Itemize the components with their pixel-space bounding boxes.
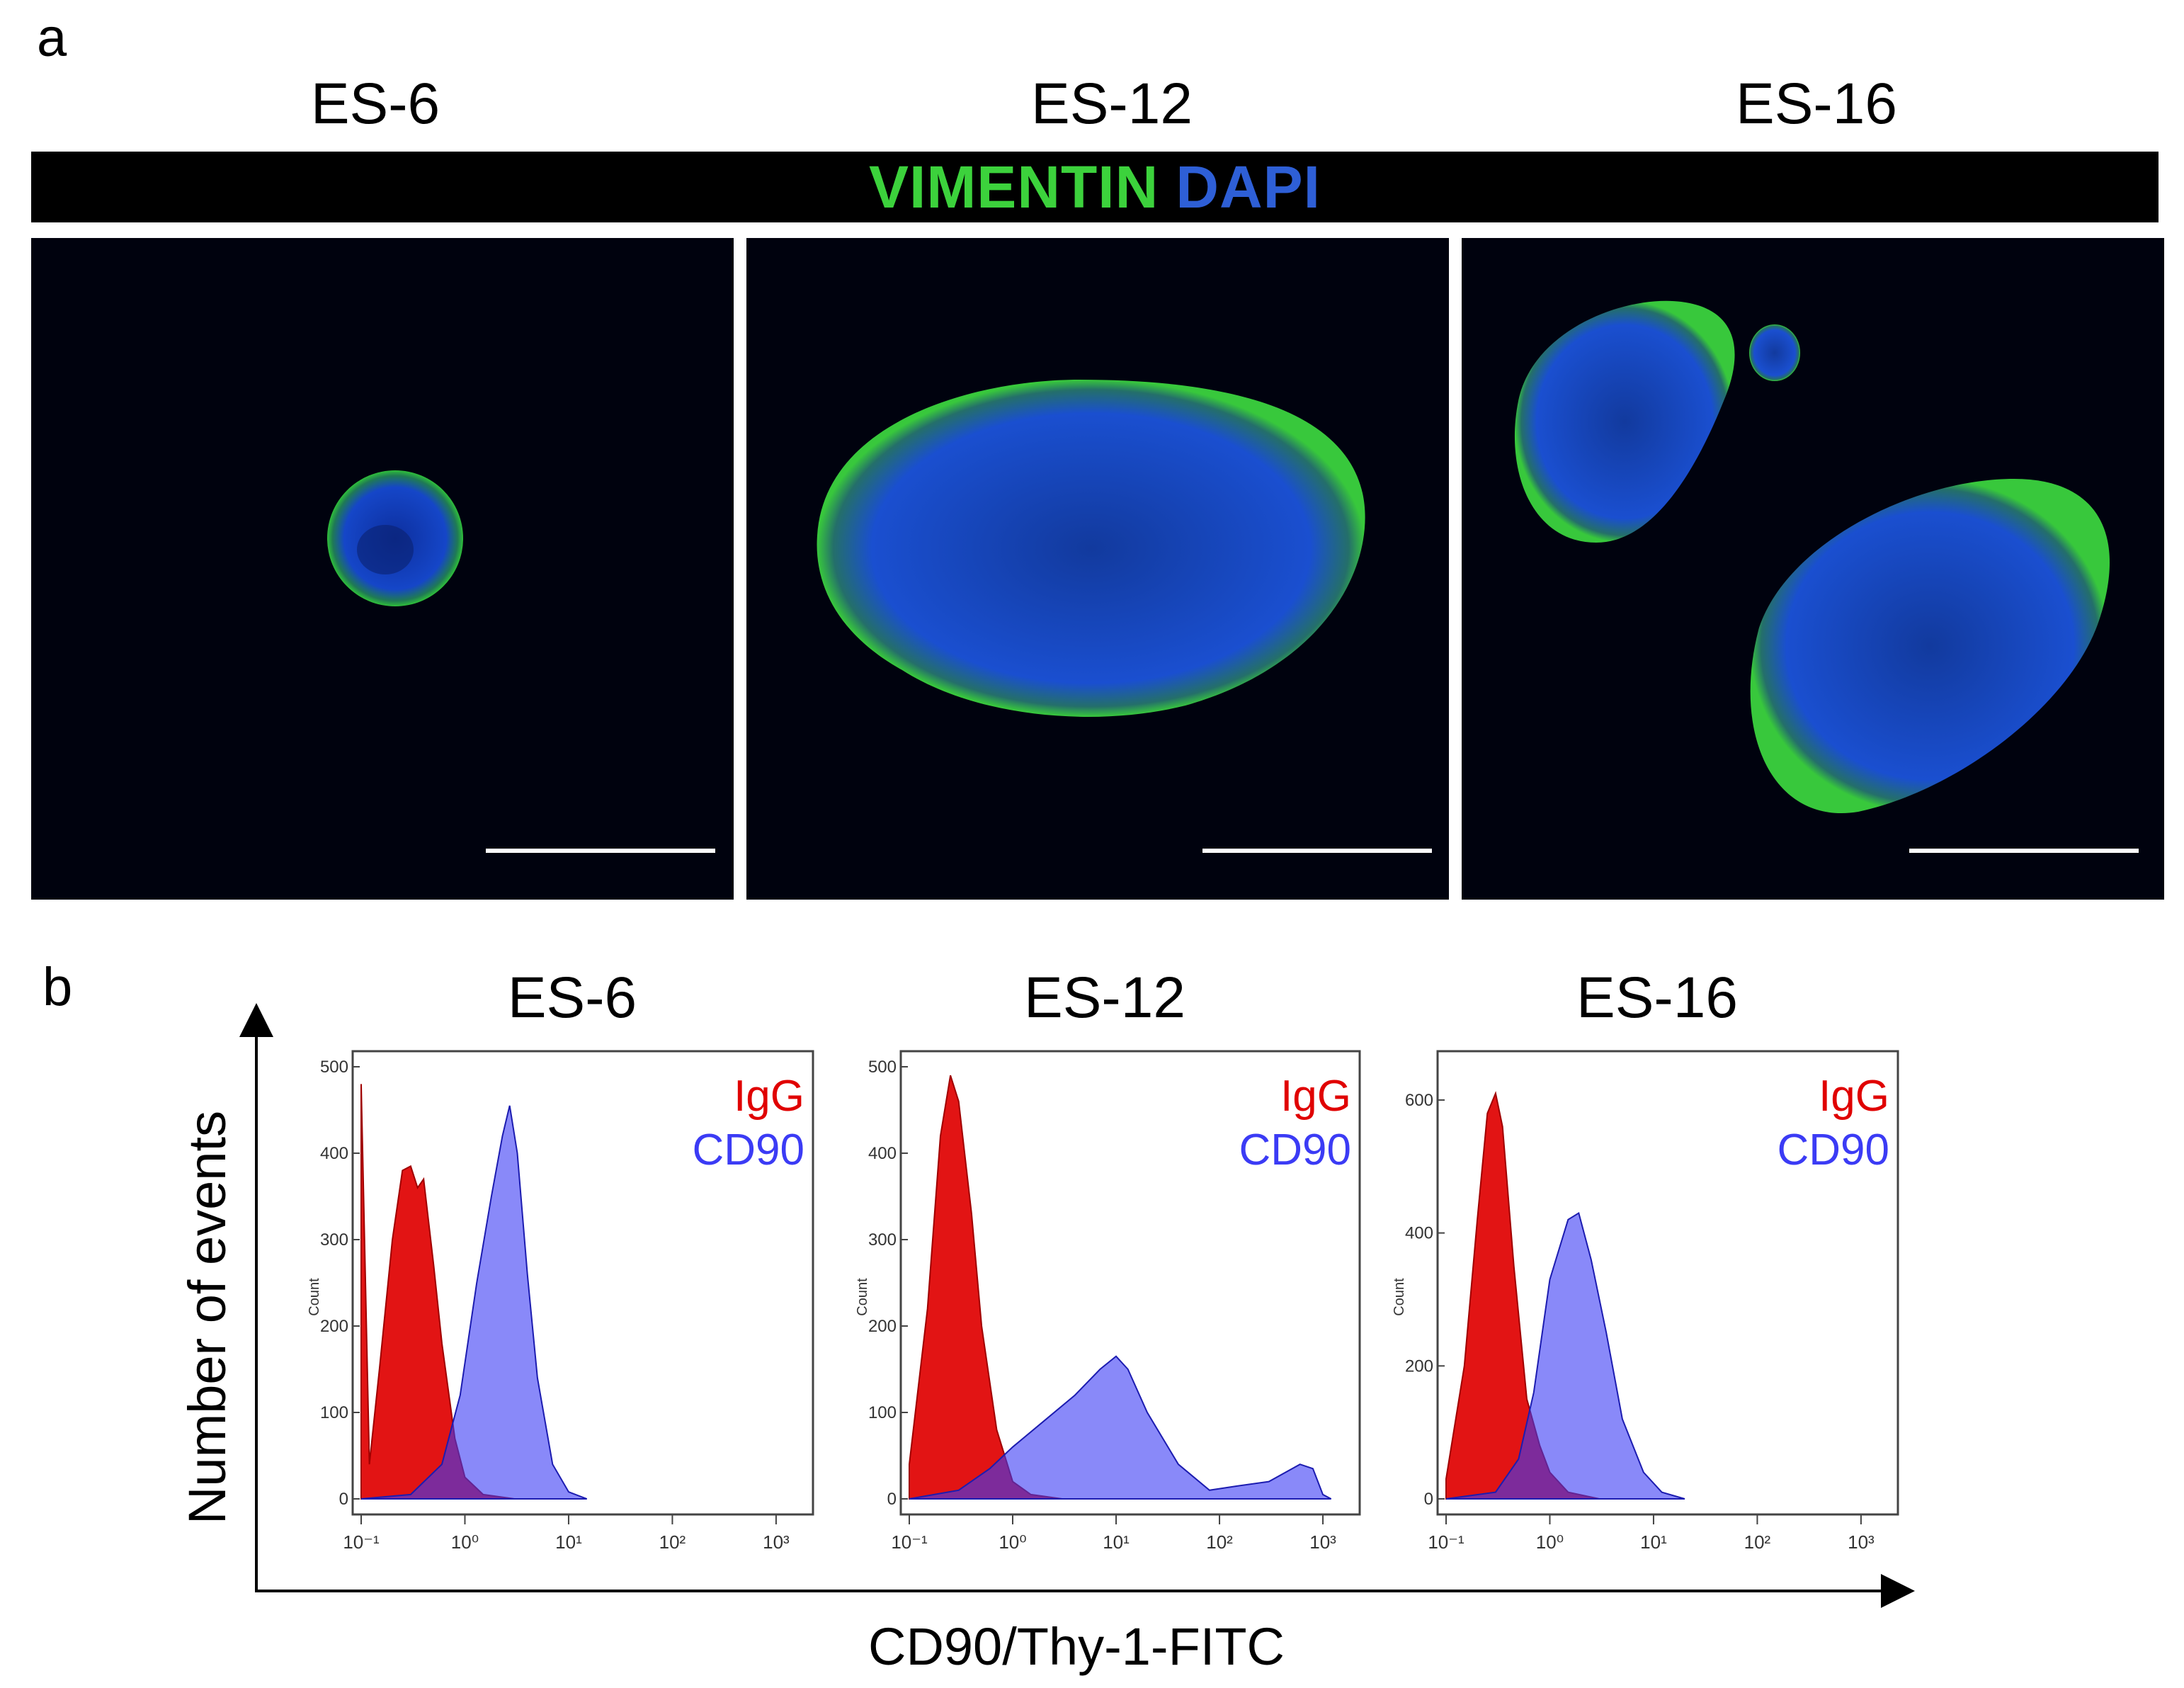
x-tick-label: 10³ — [1309, 1531, 1336, 1553]
panel-a-title-es12: ES-12 — [1031, 72, 1193, 136]
histogram-es-6: 0 100 200 300 400 500 Count 10⁻¹ 10⁰ 10¹ 10² 10³ IgG… — [307, 1050, 814, 1553]
legend-igg: IgG — [734, 1072, 804, 1121]
legend-cd90: CD90 — [1239, 1126, 1351, 1174]
y-tick-label: 100 — [320, 1403, 348, 1422]
histogram-es-16: 0 200 400 600 Count 10⁻¹ 10⁰ 10¹ 10² 10³ IgG CD90 — [1392, 1050, 1899, 1553]
x-tick-label: 10⁰ — [1536, 1531, 1564, 1553]
x-tick-label: 10⁰ — [999, 1531, 1026, 1553]
legend-cd90: CD90 — [1777, 1126, 1889, 1174]
y-tick-label: 400 — [868, 1144, 897, 1163]
panel-a-title-es16: ES-16 — [1736, 72, 1897, 136]
scale-bar — [1202, 849, 1432, 853]
y-tick-label: 0 — [339, 1490, 348, 1509]
x-tick-label: 10¹ — [1103, 1531, 1130, 1553]
count-label: Count — [855, 1278, 870, 1316]
x-axis-title: CD90/Thy-1-FITC — [868, 1617, 1285, 1676]
series-cd90 — [909, 1355, 1332, 1500]
count-label: Count — [1392, 1278, 1407, 1316]
panel-b-title-es12: ES-12 — [1024, 965, 1185, 1030]
series-cd90 — [1445, 1211, 1685, 1500]
legend-igg: IgG — [1819, 1072, 1889, 1121]
y-tick-label: 500 — [320, 1058, 348, 1077]
panel-b-title-es6: ES-6 — [507, 965, 637, 1030]
y-axis-title: Number of events — [178, 1111, 237, 1524]
x-tick-label: 10⁰ — [451, 1531, 479, 1553]
y-tick-label: 600 — [1405, 1091, 1433, 1110]
x-tick-label: 10¹ — [1640, 1531, 1667, 1553]
y-tick-label: 200 — [1405, 1356, 1433, 1376]
count-label: Count — [307, 1278, 322, 1316]
micrograph-es12 — [746, 238, 1449, 900]
panel-a-label: a — [37, 8, 67, 68]
y-tick-label: 400 — [1405, 1224, 1433, 1243]
y-tick-label: 500 — [868, 1058, 897, 1077]
dapi-label: DAPI — [1176, 153, 1321, 220]
y-tick-label: 200 — [868, 1317, 897, 1336]
micrograph-es6 — [31, 238, 734, 900]
y-tick-label: 200 — [320, 1317, 348, 1336]
y-tick-label: 0 — [887, 1490, 897, 1509]
scale-bar — [1909, 849, 2139, 853]
y-tick-label: 400 — [320, 1144, 348, 1163]
x-tick-label: 10⁻¹ — [1428, 1531, 1464, 1553]
vimentin-label: VIMENTIN — [868, 153, 1159, 220]
x-tick-label: 10⁻¹ — [891, 1531, 928, 1553]
x-tick-label: 10² — [1206, 1531, 1233, 1553]
histogram-es-12: 0 100 200 300 400 500 Count 10⁻¹ 10⁰ 10¹ 10² 10³ IgG… — [855, 1050, 1361, 1553]
scale-bar — [486, 849, 715, 853]
panel-a-title-es6: ES-6 — [310, 72, 440, 136]
x-tick-label: 10² — [1744, 1531, 1771, 1553]
stain-banner: VIMENTIN DAPI — [31, 152, 2159, 222]
y-tick-label: 300 — [320, 1230, 348, 1250]
panel-b-title-es16: ES-16 — [1576, 965, 1738, 1030]
legend-igg: IgG — [1280, 1072, 1351, 1121]
legend-cd90: CD90 — [692, 1126, 804, 1174]
y-tick-label: 100 — [868, 1403, 897, 1422]
y-tick-label: 0 — [1424, 1490, 1433, 1509]
x-tick-label: 10¹ — [555, 1531, 582, 1553]
x-tick-label: 10³ — [763, 1531, 790, 1553]
x-tick-label: 10³ — [1848, 1531, 1875, 1553]
x-tick-label: 10² — [659, 1531, 686, 1553]
y-tick-label: 300 — [868, 1230, 897, 1250]
micrograph-es16 — [1462, 238, 2164, 900]
series-cd90 — [360, 1105, 588, 1500]
x-tick-label: 10⁻¹ — [343, 1531, 380, 1553]
panel-b-label: b — [42, 957, 73, 1017]
